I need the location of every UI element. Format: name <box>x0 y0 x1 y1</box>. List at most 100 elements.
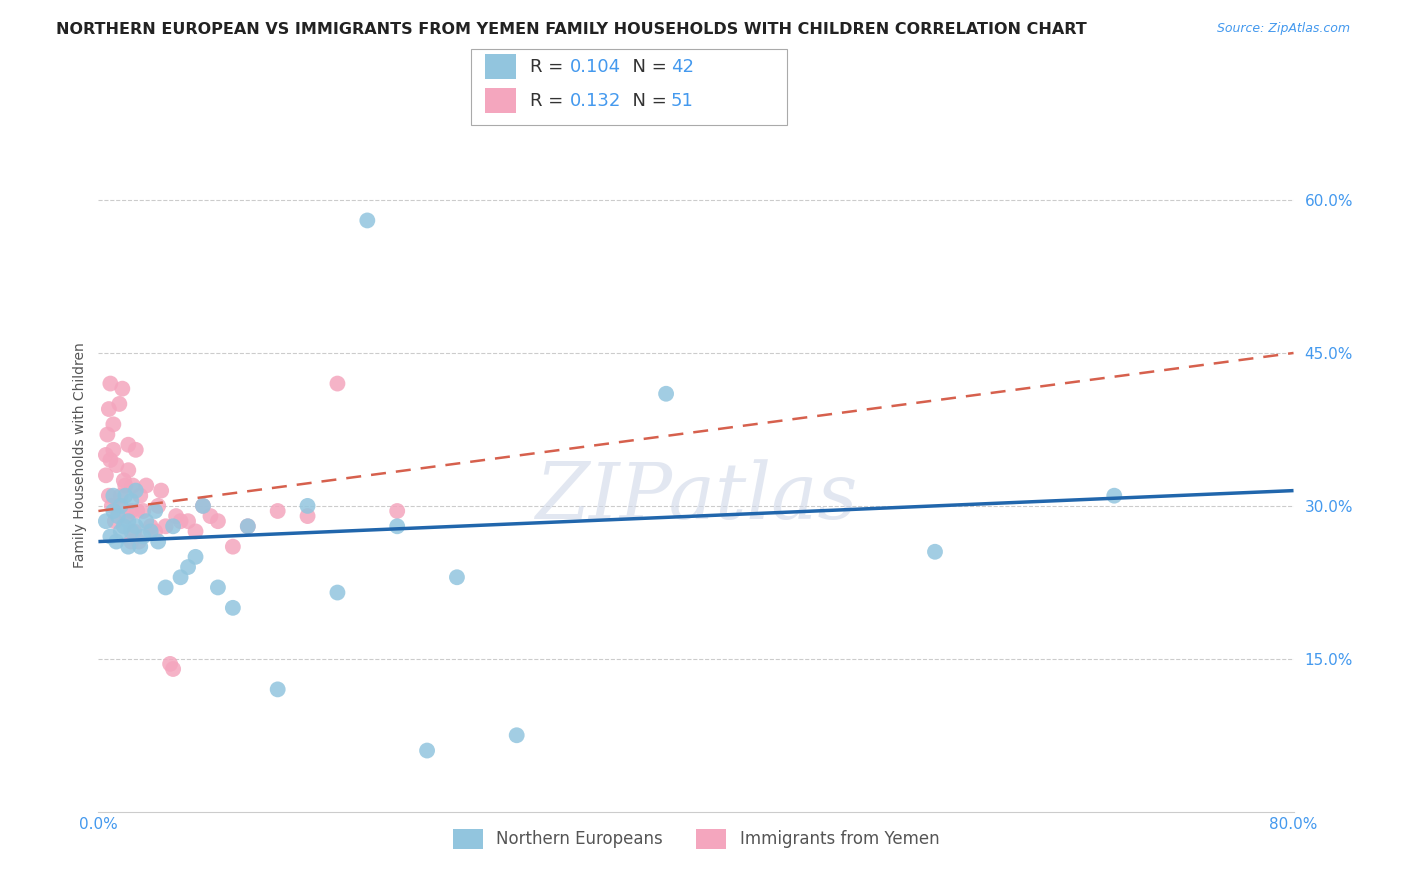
Point <box>446 570 468 584</box>
Point <box>125 519 148 533</box>
Point <box>103 417 125 432</box>
Point <box>191 499 214 513</box>
Point <box>191 499 214 513</box>
Point <box>143 524 166 539</box>
Point <box>127 504 149 518</box>
Point <box>222 600 245 615</box>
Point <box>267 504 290 518</box>
Point <box>148 534 170 549</box>
Text: 0.104: 0.104 <box>569 58 620 76</box>
Point <box>129 540 152 554</box>
Point <box>125 442 148 457</box>
Point <box>103 504 125 518</box>
Point <box>115 509 138 524</box>
Point <box>169 570 191 584</box>
Point <box>94 448 117 462</box>
Point <box>110 489 132 503</box>
Point <box>506 728 529 742</box>
Point <box>120 534 142 549</box>
Point <box>135 478 157 492</box>
Point <box>117 540 139 554</box>
Point <box>297 509 319 524</box>
Point <box>105 458 128 472</box>
Point <box>107 499 129 513</box>
Point <box>236 519 259 533</box>
Text: N =: N = <box>621 58 673 76</box>
Point <box>121 478 143 492</box>
Point <box>97 489 120 503</box>
Point <box>148 499 170 513</box>
Point <box>98 376 122 391</box>
Point <box>94 514 117 528</box>
Point <box>120 504 142 518</box>
Point <box>184 524 207 539</box>
Point <box>101 499 124 513</box>
Point <box>326 376 349 391</box>
Point <box>139 524 162 539</box>
Point <box>416 743 439 757</box>
Text: ZIPatlas: ZIPatlas <box>534 459 858 536</box>
Point <box>924 545 946 559</box>
Text: NORTHERN EUROPEAN VS IMMIGRANTS FROM YEMEN FAMILY HOUSEHOLDS WITH CHILDREN CORRE: NORTHERN EUROPEAN VS IMMIGRANTS FROM YEM… <box>56 22 1087 37</box>
Point <box>112 519 135 533</box>
Point <box>207 514 229 528</box>
Point <box>155 581 177 595</box>
Point <box>114 489 136 503</box>
Point <box>297 499 319 513</box>
Point <box>117 514 139 528</box>
Point <box>124 524 146 539</box>
Point <box>112 474 135 488</box>
Text: 42: 42 <box>671 58 693 76</box>
Point <box>103 442 125 457</box>
Point <box>105 534 128 549</box>
Text: Source: ZipAtlas.com: Source: ZipAtlas.com <box>1216 22 1350 36</box>
Point <box>159 657 181 671</box>
Point <box>117 438 139 452</box>
Point <box>132 529 155 543</box>
Point <box>111 382 134 396</box>
Point <box>94 468 117 483</box>
Point <box>150 483 173 498</box>
Point <box>129 489 152 503</box>
Point <box>1104 489 1126 503</box>
Point <box>125 483 148 498</box>
Point <box>120 524 142 539</box>
Point <box>177 514 200 528</box>
Point <box>98 529 122 543</box>
Point <box>200 509 222 524</box>
Point <box>117 463 139 477</box>
Point <box>143 504 166 518</box>
Point <box>135 514 157 528</box>
Point <box>177 560 200 574</box>
Point <box>97 402 120 417</box>
Point <box>114 478 136 492</box>
Y-axis label: Family Households with Children: Family Households with Children <box>73 342 87 568</box>
Text: 0.132: 0.132 <box>569 92 621 110</box>
Point <box>326 585 349 599</box>
Point <box>104 514 127 528</box>
Point <box>162 519 184 533</box>
Point <box>103 489 125 503</box>
Point <box>98 453 122 467</box>
Point <box>110 499 132 513</box>
Text: R =: R = <box>530 58 569 76</box>
Text: R =: R = <box>530 92 569 110</box>
Point <box>169 514 191 528</box>
Point <box>184 549 207 564</box>
Point <box>267 682 290 697</box>
Point <box>655 386 678 401</box>
Point <box>165 509 187 524</box>
Point <box>128 534 150 549</box>
Point <box>139 519 162 533</box>
Point <box>385 519 409 533</box>
Text: 51: 51 <box>671 92 693 110</box>
Point <box>132 504 155 518</box>
Point <box>107 509 129 524</box>
Point <box>385 504 409 518</box>
Point <box>236 519 259 533</box>
Point <box>120 493 142 508</box>
Point <box>356 213 378 227</box>
Legend: Northern Europeans, Immigrants from Yemen: Northern Europeans, Immigrants from Yeme… <box>444 821 948 857</box>
Point <box>96 427 118 442</box>
Point <box>207 581 229 595</box>
